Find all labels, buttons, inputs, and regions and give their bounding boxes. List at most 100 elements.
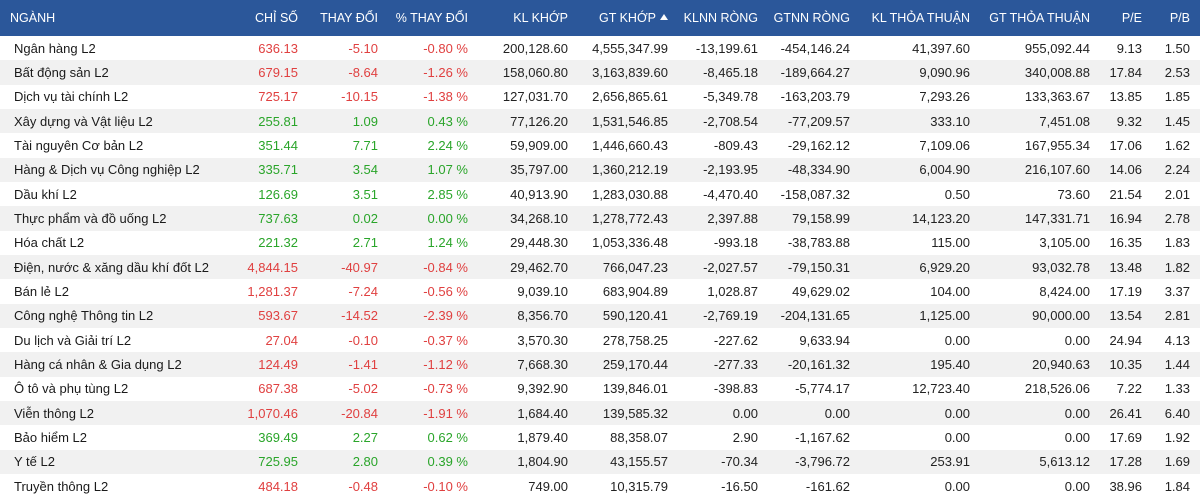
pb-ratio: 1.50 bbox=[1164, 40, 1190, 56]
negotiated-volume: 115.00 bbox=[931, 235, 970, 251]
table-row[interactable]: Truyền thông L2 484.18 -0.48 -0.10 % 749.00 1… bbox=[0, 473, 1200, 499]
table-row[interactable]: Y tế L2 725.95 2.80 0.39 % 1,804.90 43,155.57… bbox=[0, 449, 1200, 474]
change-value: -0.48 bbox=[348, 478, 378, 494]
change-value: -5.02 bbox=[348, 381, 378, 397]
col-header-gt-thoa-thuan[interactable]: GT THỎA THUẬN bbox=[989, 11, 1090, 25]
col-header-kl-thoa-thuan[interactable]: KL THỎA THUẬN bbox=[871, 11, 970, 25]
pct-change-value: 0.00 % bbox=[427, 210, 468, 226]
col-header-nganh[interactable]: NGÀNH bbox=[10, 11, 56, 25]
negotiated-volume: 0.00 bbox=[944, 429, 970, 445]
matched-value: 1,053,336.48 bbox=[592, 235, 668, 251]
table-row[interactable]: Hàng cá nhân & Gia dụng L2 124.49 -1.41 -1.… bbox=[0, 352, 1200, 377]
change-value: -14.52 bbox=[341, 308, 378, 324]
negotiated-value: 20,940.63 bbox=[1032, 356, 1090, 372]
index-value: 221.32 bbox=[258, 235, 298, 251]
table-row[interactable]: Dầu khí L2 126.69 3.51 2.85 % 40,913.90 1,283… bbox=[0, 181, 1200, 207]
pct-change-value: -0.73 % bbox=[423, 381, 468, 397]
change-value: 0.02 bbox=[352, 210, 378, 226]
foreign-net-value: -163,203.79 bbox=[780, 89, 850, 105]
pct-change-value: 1.07 % bbox=[427, 162, 468, 178]
sector-name: Bán lẻ L2 bbox=[14, 283, 69, 299]
negotiated-volume: 0.00 bbox=[944, 478, 970, 494]
table-row[interactable]: Công nghệ Thông tin L2 593.67 -14.52 -2.39 … bbox=[0, 303, 1200, 328]
col-header-gtnn-rong[interactable]: GTNN RÒNG bbox=[773, 11, 850, 25]
matched-value: 1,446,660.43 bbox=[592, 137, 668, 153]
foreign-net-value: 79,158.99 bbox=[792, 210, 850, 226]
pct-change-value: 0.62 % bbox=[427, 429, 468, 445]
index-value: 4,844.15 bbox=[247, 259, 298, 275]
sector-name: Điện, nước & xăng dầu khí đốt L2 bbox=[14, 259, 210, 275]
pb-ratio: 1.83 bbox=[1164, 235, 1190, 251]
table-row[interactable]: Bán lẻ L2 1,281.37 -7.24 -0.56 % 9,039.10 683… bbox=[0, 279, 1200, 304]
col-header-thay-doi[interactable]: THAY ĐỔI bbox=[320, 11, 378, 25]
table-row[interactable]: Xây dựng và Vật liệu L2 255.81 1.09 0.43 % 7… bbox=[0, 108, 1200, 134]
matched-volume: 77,126.20 bbox=[510, 113, 568, 129]
pe-ratio: 38.96 bbox=[1109, 478, 1142, 494]
sector-name: Dịch vụ tài chính L2 bbox=[14, 89, 129, 105]
pb-ratio: 1.92 bbox=[1164, 429, 1190, 445]
pe-ratio: 10.35 bbox=[1109, 356, 1142, 372]
table-row[interactable]: Hóa chất L2 221.32 2.71 1.24 % 29,448.30 1,05… bbox=[0, 230, 1200, 255]
foreign-net-volume: -2,708.54 bbox=[703, 113, 758, 129]
table-row[interactable]: Du lịch và Giải trí L2 27.04 -0.10 -0.37 % 3… bbox=[0, 327, 1200, 353]
foreign-net-value: -29,162.12 bbox=[787, 137, 850, 153]
table-row[interactable]: Tài nguyên Cơ bản L2 351.44 7.71 2.24 % 59,9… bbox=[0, 133, 1200, 158]
sector-name: Du lịch và Giải trí L2 bbox=[14, 332, 132, 348]
change-value: -5.10 bbox=[348, 40, 378, 56]
foreign-net-volume: -2,027.57 bbox=[703, 259, 758, 275]
table-row[interactable]: Ô tô và phụ tùng L2 687.38 -5.02 -0.73 % 9,3… bbox=[0, 376, 1200, 401]
col-header-klnn-rong[interactable]: KLNN RÒNG bbox=[683, 11, 758, 25]
table-row[interactable]: Hàng & Dịch vụ Công nghiệp L2 335.71 3.54 1… bbox=[0, 157, 1200, 182]
foreign-net-value: -161.62 bbox=[805, 478, 850, 494]
table-row[interactable]: Bảo hiểm L2 369.49 2.27 0.62 % 1,879.40 88,35… bbox=[0, 425, 1200, 450]
index-value: 27.04 bbox=[265, 332, 298, 348]
negotiated-volume: 7,293.26 bbox=[919, 89, 970, 105]
pe-ratio: 26.41 bbox=[1109, 405, 1142, 421]
negotiated-volume: 41,397.60 bbox=[912, 40, 970, 56]
index-value: 737.63 bbox=[258, 210, 298, 226]
pct-change-value: 0.39 % bbox=[427, 454, 468, 470]
pb-ratio: 1.82 bbox=[1164, 259, 1190, 275]
negotiated-value: 90,000.00 bbox=[1032, 308, 1090, 324]
pb-ratio: 2.78 bbox=[1164, 210, 1190, 226]
col-header-pct-thay-doi[interactable]: % THAY ĐỔI bbox=[395, 11, 468, 25]
sector-name: Hóa chất L2 bbox=[14, 235, 85, 251]
change-value: 2.27 bbox=[352, 429, 378, 445]
col-header-pe[interactable]: P/E bbox=[1121, 11, 1142, 25]
foreign-net-value: 0.00 bbox=[824, 405, 850, 421]
table-row[interactable]: Dịch vụ tài chính L2 725.17 -10.15 -1.38 % 1… bbox=[0, 84, 1200, 109]
foreign-net-value: -1,167.62 bbox=[795, 429, 850, 445]
col-header-kl-khop[interactable]: KL KHỚP bbox=[513, 11, 568, 25]
col-header-pb[interactable]: P/B bbox=[1169, 11, 1190, 25]
matched-volume: 7,668.30 bbox=[517, 356, 568, 372]
table-row[interactable]: Thực phẩm và đồ uống L2 737.63 0.02 0.00 % 3… bbox=[0, 206, 1200, 231]
matched-volume: 59,909.00 bbox=[510, 137, 568, 153]
negotiated-value: 218,526.06 bbox=[1024, 381, 1090, 397]
foreign-net-volume: -5,349.78 bbox=[703, 89, 758, 105]
foreign-net-value: 49,629.02 bbox=[792, 283, 850, 299]
pct-change-value: -0.56 % bbox=[423, 283, 468, 299]
negotiated-volume: 7,109.06 bbox=[919, 137, 970, 153]
matched-volume: 34,268.10 bbox=[510, 210, 568, 226]
change-value: -0.10 bbox=[348, 332, 378, 348]
negotiated-volume: 0.50 bbox=[944, 186, 970, 202]
table-row[interactable]: Ngân hàng L2 636.13 -5.10 -0.80 % 200,128.60… bbox=[0, 36, 1200, 61]
negotiated-volume: 333.10 bbox=[930, 113, 970, 129]
foreign-net-volume: 2.90 bbox=[732, 429, 758, 445]
foreign-net-value: -189,664.27 bbox=[780, 64, 850, 80]
table-row[interactable]: Điện, nước & xăng dầu khí đốt L2 4,844.15… bbox=[0, 254, 1200, 280]
sector-name: Công nghệ Thông tin L2 bbox=[14, 308, 154, 324]
matched-value: 1,278,772.43 bbox=[592, 210, 668, 226]
negotiated-value: 8,424.00 bbox=[1039, 283, 1090, 299]
col-header-chi-so[interactable]: CHỈ SỐ bbox=[254, 11, 298, 25]
change-value: -20.84 bbox=[341, 405, 378, 421]
col-header-gt-khop[interactable]: GT KHỚP bbox=[578, 0, 678, 36]
table-row[interactable]: Viễn thông L2 1,070.46 -20.84 -1.91 % 1,684.… bbox=[0, 400, 1200, 426]
matched-volume: 3,570.30 bbox=[517, 332, 568, 348]
pb-ratio: 1.85 bbox=[1164, 89, 1190, 105]
table-row[interactable]: Bất động sản L2 679.15 -8.64 -1.26 % 158,060… bbox=[0, 60, 1200, 85]
matched-volume: 1,879.40 bbox=[517, 429, 568, 445]
matched-volume: 1,804.90 bbox=[517, 454, 568, 470]
change-value: -40.97 bbox=[341, 259, 378, 275]
sort-up-icon[interactable] bbox=[660, 13, 668, 20]
